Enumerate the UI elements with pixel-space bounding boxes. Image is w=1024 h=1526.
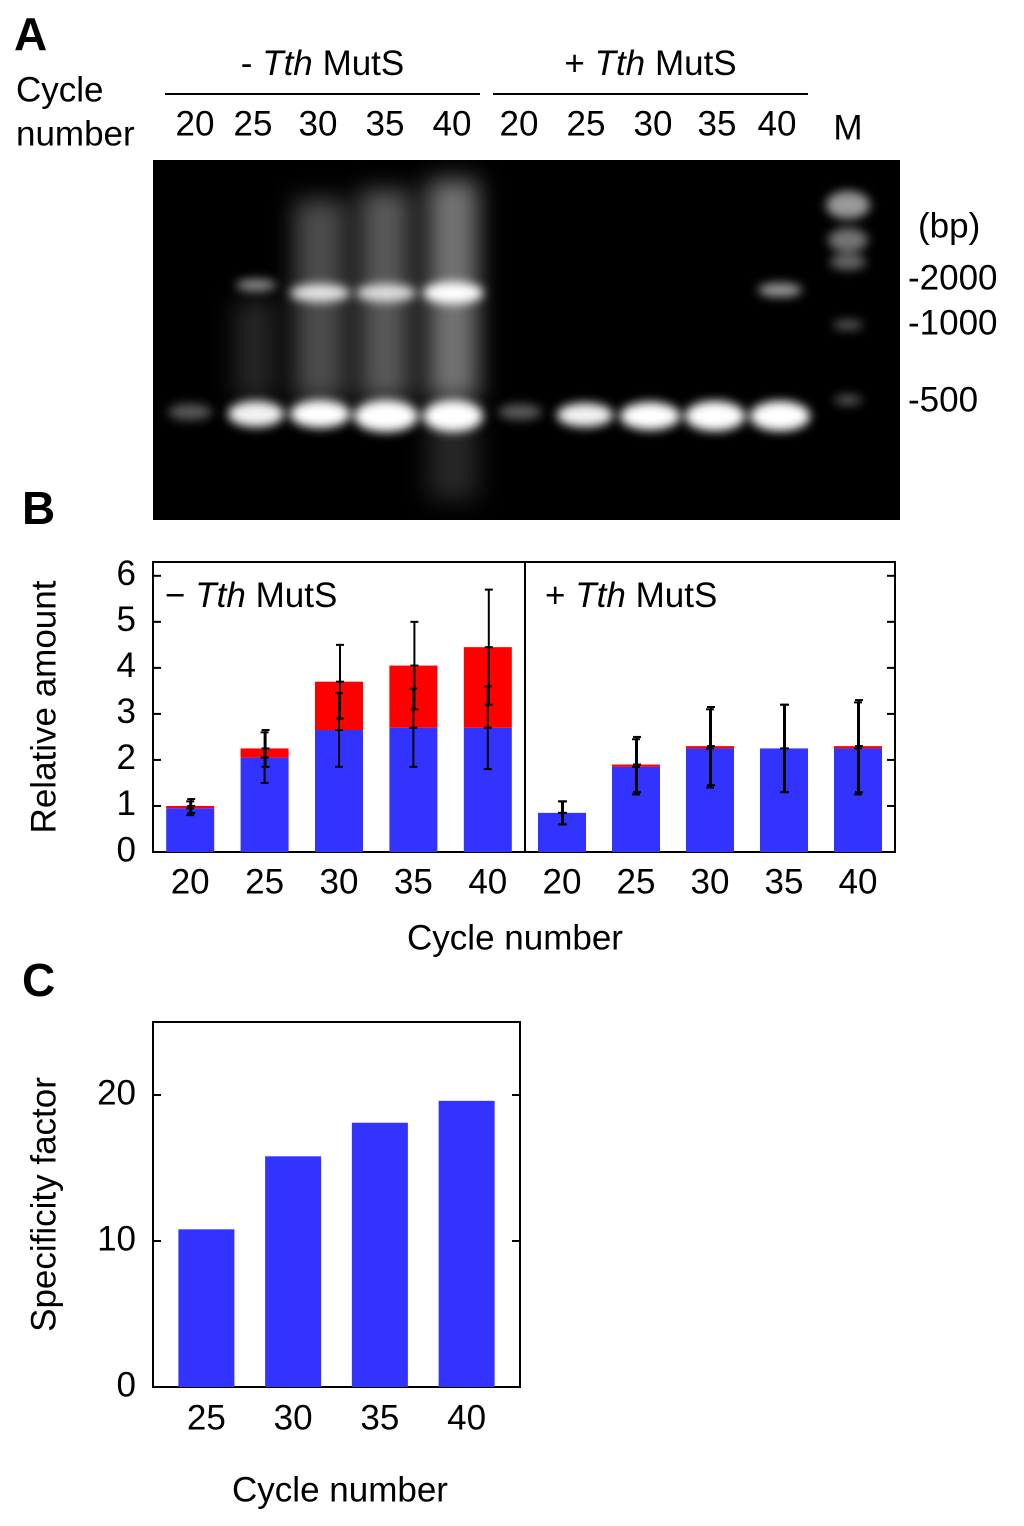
panel-letter: C: [22, 954, 55, 1006]
lane-label: 40: [758, 104, 797, 143]
error-bar: [633, 735, 641, 794]
x-axis-label: Cycle number: [232, 1470, 448, 1509]
marker-lane: M: [833, 108, 862, 147]
x-axis-label: Cycle number: [407, 918, 623, 957]
x-tick-label: 40: [447, 1398, 486, 1437]
x-tick-label: 25: [187, 1398, 226, 1437]
bar: [178, 1229, 235, 1387]
y-tick-label: 10: [97, 1219, 136, 1258]
lane-label: 30: [634, 104, 673, 143]
error-bar: [707, 706, 715, 787]
group-label: − Tth MutS: [165, 576, 337, 615]
species: Tth: [595, 44, 646, 83]
marker-unit: (bp): [918, 206, 980, 245]
lane-label: 30: [299, 104, 338, 143]
error-bar: [855, 699, 863, 794]
y-tick-label: 3: [117, 692, 136, 731]
group-label: + Tth MutS: [545, 576, 717, 615]
sign: -: [241, 44, 253, 83]
marker-size: -500: [908, 380, 978, 419]
x-tick-label: 40: [839, 862, 878, 901]
y-tick-label: 4: [117, 646, 136, 685]
error-bar: [336, 643, 344, 720]
x-tick-label: 20: [543, 862, 582, 901]
error-bar: [484, 588, 493, 706]
y-tick-label: 0: [117, 1365, 136, 1404]
lane-label: 20: [500, 104, 539, 143]
y-tick-label: 0: [117, 830, 136, 869]
x-tick-label: 30: [274, 1398, 313, 1437]
species: Tth: [262, 44, 313, 83]
sign: +: [564, 44, 584, 83]
y-tick-label: 1: [117, 784, 136, 823]
sign: −: [165, 576, 185, 615]
protein: MutS: [636, 576, 718, 615]
y-tick-label: 20: [97, 1073, 136, 1112]
x-tick-label: 40: [468, 862, 507, 901]
panel-letter: A: [14, 8, 47, 60]
x-tick-label: 35: [765, 862, 804, 901]
lane-label: 20: [176, 104, 215, 143]
protein: MutS: [256, 576, 338, 615]
group-label: + Tth MutS: [564, 44, 736, 83]
x-tick-label: 30: [691, 862, 730, 901]
y-axis-label: Relative amount: [24, 580, 63, 833]
group-label: - Tth MutS: [241, 44, 405, 83]
row-label: Cycle: [16, 70, 104, 109]
lane-label: 40: [433, 104, 472, 143]
lane-label: 35: [698, 104, 737, 143]
x-tick-label: 25: [617, 862, 656, 901]
lane-label: 25: [567, 104, 606, 143]
protein: MutS: [323, 44, 405, 83]
x-tick-label: 35: [360, 1398, 399, 1437]
error-bar: [781, 703, 789, 794]
marker-size: -2000: [908, 258, 998, 297]
y-tick-label: 6: [117, 554, 136, 593]
species: Tth: [575, 576, 626, 615]
x-tick-label: 20: [171, 862, 210, 901]
error-bar: [410, 620, 419, 711]
lane-label: 35: [366, 104, 405, 143]
bar: [438, 1100, 495, 1387]
plot-frame: [152, 1021, 521, 1388]
species: Tth: [195, 576, 246, 615]
lane-label: 25: [234, 104, 273, 143]
row-label: number: [16, 114, 135, 153]
panel-letter: B: [22, 482, 55, 534]
y-tick-label: 5: [117, 600, 136, 639]
x-tick-label: 30: [320, 862, 359, 901]
marker-size: -1000: [908, 303, 998, 342]
error-bar: [187, 798, 196, 814]
x-tick-label: 35: [394, 862, 433, 901]
y-axis-label: Specificity factor: [24, 1077, 63, 1332]
protein: MutS: [655, 44, 737, 83]
sign: +: [545, 576, 565, 615]
x-tick-label: 25: [245, 862, 284, 901]
error-bar: [261, 729, 270, 768]
error-bar: [559, 800, 567, 826]
gel-image: [153, 160, 900, 520]
bar: [351, 1122, 408, 1387]
y-tick-label: 2: [117, 738, 136, 777]
bar: [265, 1156, 322, 1387]
